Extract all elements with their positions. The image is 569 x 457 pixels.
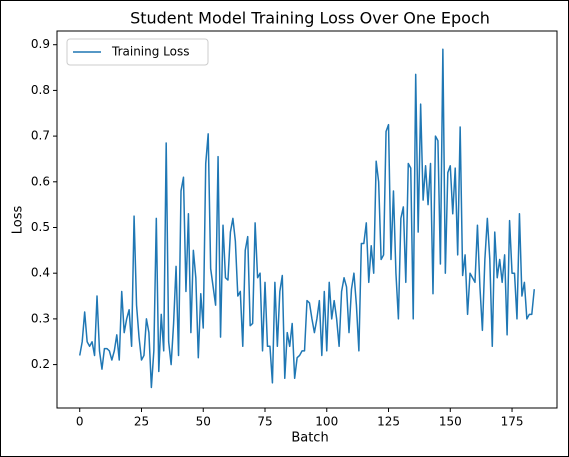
x-tick-label: 50	[196, 415, 211, 429]
x-tick-label: 25	[134, 415, 149, 429]
line	[78, 48, 536, 389]
x-tick-label: 125	[377, 415, 400, 429]
y-tick-label: 0.4	[31, 266, 50, 280]
x-axis-label: Batch	[291, 431, 328, 446]
y-tick-label: 0.6	[31, 174, 50, 188]
y-tick-label: 0.5	[31, 220, 50, 234]
legend-label: Training Loss	[111, 45, 189, 59]
x-tick-label: 175	[501, 415, 524, 429]
y-tick-label: 0.7	[31, 129, 50, 143]
x-tick-label: 100	[315, 415, 338, 429]
y-axis-label: Loss	[11, 206, 26, 235]
x-tick-label: 0	[76, 415, 84, 429]
plot-border	[56, 30, 558, 409]
x-tick-label: 150	[439, 415, 462, 429]
x-tick-label: 75	[257, 415, 272, 429]
y-tick-label: 0.8	[31, 83, 50, 97]
legend-box	[66, 38, 209, 66]
chart-title: Student Model Training Loss Over One Epo…	[130, 9, 490, 28]
y-tick-label: 0.2	[31, 357, 50, 371]
y-tick-label: 0.9	[31, 37, 50, 51]
y-tick-label: 0.3	[31, 311, 50, 325]
